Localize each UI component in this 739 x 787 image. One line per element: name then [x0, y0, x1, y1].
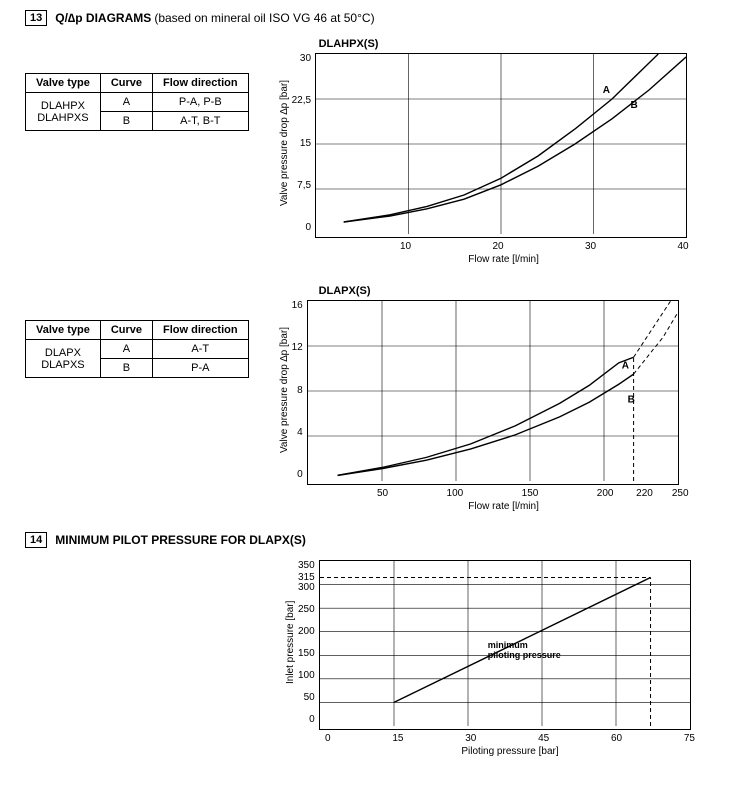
th: Curve	[100, 74, 152, 93]
td: P-A	[153, 359, 249, 378]
y-axis-label: Inlet pressure [bar]	[285, 560, 296, 725]
td: A-T	[153, 340, 249, 359]
table-dlahpx: Valve type Curve Flow direction DLAHPX D…	[25, 73, 249, 131]
th: Flow direction	[153, 321, 249, 340]
th: Valve type	[26, 74, 101, 93]
x-axis-label: Flow rate [l/min]	[319, 254, 689, 265]
section-13-header: 13 Q/∆p DIAGRAMS (based on mineral oil I…	[25, 10, 729, 26]
section-title-14: MINIMUM PILOT PRESSURE FOR DLAPX(S)	[55, 533, 306, 547]
svg-text:A: A	[621, 361, 628, 372]
svg-text:B: B	[627, 394, 634, 405]
svg-text:minimum: minimum	[487, 640, 527, 650]
y-axis-label: Valve pressure drop ∆p [bar]	[279, 53, 290, 233]
td: A	[100, 340, 152, 359]
td: A-T, B-T	[153, 112, 249, 131]
plot-pilot: minimumpiloting pressure	[319, 560, 691, 730]
th: Valve type	[26, 321, 101, 340]
plot-dlapx: AB	[307, 300, 679, 485]
section-num-13: 13	[25, 10, 47, 26]
row-pilot: Inlet pressure [bar] 350 315 300 250 200…	[285, 560, 729, 757]
y-ticks: 16 12 8 4 0	[292, 300, 303, 480]
svg-text:A: A	[603, 85, 610, 96]
x-ticks: 0 15 30 45 60 75	[325, 733, 695, 744]
table-dlapx: Valve type Curve Flow direction DLAPX DL…	[25, 320, 249, 378]
td: DLAPX DLAPXS	[26, 340, 101, 378]
th: Curve	[100, 321, 152, 340]
row-dlahpx: Valve type Curve Flow direction DLAHPX D…	[25, 38, 729, 265]
td: P-A, P-B	[153, 93, 249, 112]
svg-text:B: B	[631, 100, 638, 111]
x-ticks: 50 100 150 220 200 250	[319, 488, 689, 499]
th: Flow direction	[153, 74, 249, 93]
chart-dlapx: DLAPX(S) Valve pressure drop ∆p [bar] 16…	[279, 285, 689, 512]
y-ticks: 350 315 300 250 200 150 100 50 0	[298, 560, 315, 725]
td: A	[100, 93, 152, 112]
td: B	[100, 112, 152, 131]
y-axis-label: Valve pressure drop ∆p [bar]	[279, 300, 290, 480]
chart-dlahpx: DLAHPX(S) Valve pressure drop ∆p [bar] 3…	[279, 38, 689, 265]
chart-pilot: Inlet pressure [bar] 350 315 300 250 200…	[285, 560, 695, 757]
td: DLAHPX DLAHPXS	[26, 93, 101, 131]
td: B	[100, 359, 152, 378]
x-ticks: 10 20 30 40	[319, 241, 689, 252]
section-title-13: Q/∆p DIAGRAMS (based on mineral oil ISO …	[55, 11, 374, 25]
row-dlapx: Valve type Curve Flow direction DLAPX DL…	[25, 285, 729, 512]
svg-text:piloting pressure: piloting pressure	[487, 650, 560, 660]
plot-dlahpx: AB	[315, 53, 687, 238]
section-14-header: 14 MINIMUM PILOT PRESSURE FOR DLAPX(S)	[25, 532, 729, 548]
x-axis-label: Flow rate [l/min]	[319, 501, 689, 512]
y-ticks: 30 22,5 15 7,5 0	[292, 53, 311, 233]
section-num-14: 14	[25, 532, 47, 548]
